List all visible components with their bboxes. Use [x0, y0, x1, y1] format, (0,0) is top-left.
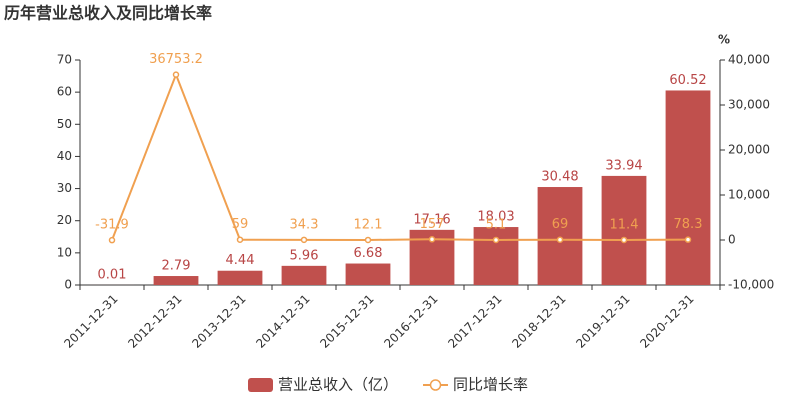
y-tick-label: 70 — [57, 53, 72, 67]
x-tick-label: 2011-12-31 — [61, 292, 120, 351]
line-value-label: 34.3 — [290, 217, 319, 232]
y2-tick-label: -10,000 — [728, 278, 774, 292]
bar-value-label: 60.52 — [669, 73, 706, 88]
line-point — [492, 236, 500, 244]
x-tick-label: 2012-12-31 — [125, 292, 184, 351]
bar-value-label: 33.94 — [605, 158, 642, 173]
line-point — [620, 236, 628, 244]
line-value-label: 12.1 — [354, 217, 383, 232]
y2-tick-label: 40,000 — [728, 53, 770, 67]
line-value-label: 78.3 — [674, 217, 703, 232]
line-point — [684, 236, 692, 243]
y-tick-label: 10 — [57, 245, 72, 259]
line-point — [556, 236, 564, 243]
line — [111, 71, 689, 241]
bar-value-label: 2.79 — [162, 259, 191, 274]
x-tick-label: 2015-12-31 — [317, 292, 376, 351]
x-tick-label: 2020-12-31 — [637, 292, 696, 351]
line-value-label: 69 — [552, 217, 569, 232]
x-tick-label: 2013-12-31 — [189, 292, 248, 351]
bar-value-label: 17.16 — [413, 212, 450, 227]
bar — [345, 263, 391, 285]
line-point — [172, 71, 180, 78]
bar — [153, 276, 199, 285]
x-tick-label: 2019-12-31 — [573, 292, 632, 351]
bar-value-label: 5.96 — [290, 248, 319, 263]
bar — [537, 187, 583, 285]
line-value-label: 5.1 — [486, 217, 507, 232]
bar-value-label: 0.01 — [98, 267, 127, 282]
y-tick-label: 20 — [57, 213, 72, 227]
y2-tick-label: 20,000 — [728, 143, 770, 157]
line-value-label: 36753.2 — [149, 52, 203, 67]
chart-title: 历年营业总收入及同比增长率 — [4, 4, 212, 23]
y-tick-label: 40 — [57, 149, 72, 163]
legend-label: 同比增长率 — [453, 376, 528, 394]
y2-tick-label: 0 — [728, 233, 736, 247]
line-value-label: 157 — [420, 217, 445, 232]
line-value-label: -31.9 — [95, 218, 129, 233]
y2-tick-label: 30,000 — [728, 98, 770, 112]
bar — [281, 265, 327, 285]
y-tick-label: 0 — [64, 278, 72, 292]
x-tick-label: 2014-12-31 — [253, 292, 312, 351]
y-tick-label: 50 — [57, 117, 72, 131]
y2-axis-label: % — [718, 33, 730, 47]
y-tick-label: 60 — [57, 85, 72, 99]
x-tick-label: 2018-12-31 — [509, 292, 568, 351]
bar-value-label: 4.44 — [226, 253, 255, 268]
legend-swatch — [248, 378, 273, 392]
bar-value-label: 6.68 — [354, 246, 383, 261]
y-tick-label: 30 — [57, 181, 72, 195]
line-value-label: 11.4 — [610, 217, 639, 232]
bar-value-label: 30.48 — [541, 170, 578, 185]
x-tick-label: 2016-12-31 — [381, 292, 440, 351]
line-value-label: 59 — [232, 217, 249, 232]
y2-tick-label: 10,000 — [728, 188, 770, 202]
line-point — [428, 236, 436, 243]
bar — [665, 90, 711, 285]
line-point — [108, 236, 116, 244]
x-tick-label: 2017-12-31 — [445, 292, 504, 351]
line-point — [236, 236, 244, 243]
line-point — [300, 236, 308, 244]
line-point — [364, 236, 372, 244]
legend-label: 营业总收入（亿） — [278, 376, 398, 394]
bar-value-label: 18.03 — [477, 210, 514, 225]
legend-swatch-point — [429, 379, 442, 391]
bar — [601, 175, 647, 285]
bar — [217, 270, 263, 285]
bar — [473, 227, 519, 285]
